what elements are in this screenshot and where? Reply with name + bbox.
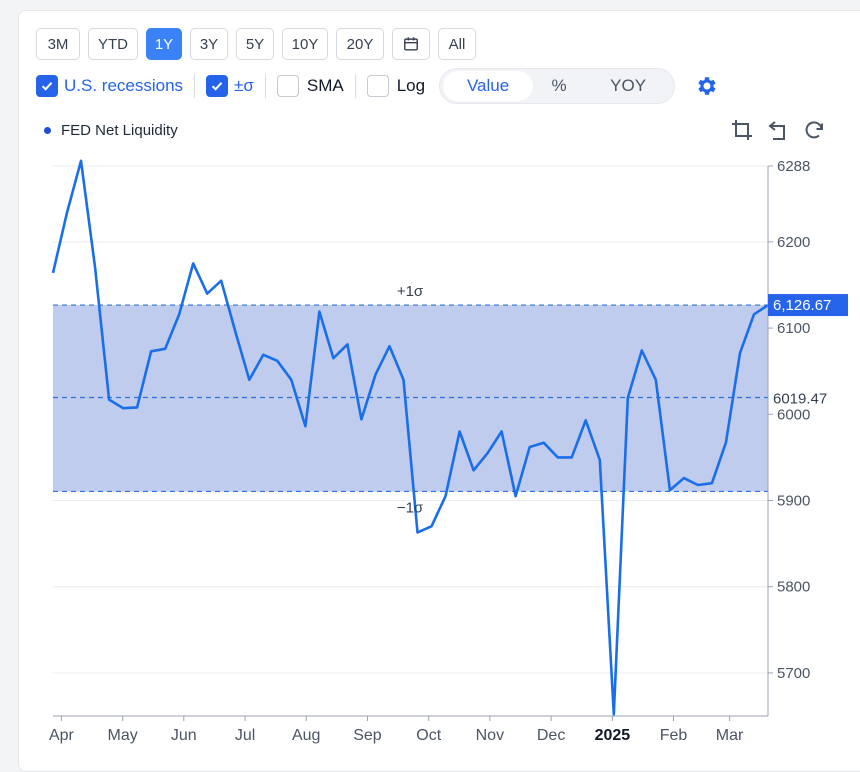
calendar-icon xyxy=(404,37,418,51)
last-value-label: 6,126.67 xyxy=(773,297,831,314)
undo-icon[interactable] xyxy=(766,118,790,142)
y-tick-label: 6288 xyxy=(777,158,810,175)
x-tick-label: Sep xyxy=(353,727,382,744)
mode-switch: Value % YOY xyxy=(439,68,676,104)
range-1y-button[interactable]: 1Y xyxy=(146,28,182,60)
y-tick-label: 6000 xyxy=(777,406,810,423)
divider xyxy=(194,74,196,98)
x-tick-label: Aug xyxy=(292,727,320,744)
last-value-badge xyxy=(768,294,848,317)
y-tick-label: 6200 xyxy=(777,234,810,251)
refresh-icon[interactable] xyxy=(802,118,826,142)
check-icon xyxy=(41,82,53,91)
legend-marker xyxy=(44,127,51,134)
gear-icon xyxy=(698,77,716,95)
x-tick-label: Jun xyxy=(171,727,197,744)
y-tick-label: 5800 xyxy=(777,579,810,596)
x-tick-label: Oct xyxy=(416,727,441,744)
sma-toggle[interactable]: SMA xyxy=(276,75,344,97)
mean-value-label: 6019.47 xyxy=(773,390,827,407)
y-tick-label: 5700 xyxy=(777,665,810,682)
series-path xyxy=(51,159,769,716)
range-3y-button[interactable]: 3Y xyxy=(190,28,228,60)
liquidity-chart[interactable]: 5700 5800 5900 6000 6100 6200 6288 Apr May Jun Jul… xyxy=(0,0,860,748)
chart-legend[interactable]: FED Net Liquidity xyxy=(44,122,178,139)
chart-labels: +1σ −1σ 6019.47 6,126.67 xyxy=(397,283,848,516)
calendar-button[interactable] xyxy=(392,28,430,60)
x-tick-label: Dec xyxy=(537,727,565,744)
divider xyxy=(354,74,356,98)
range-all-button[interactable]: All xyxy=(438,28,476,60)
check-icon xyxy=(211,82,223,91)
recessions-label: U.S. recessions xyxy=(64,76,184,95)
log-checkbox[interactable] xyxy=(366,75,389,97)
x-tick-label: 2025 xyxy=(595,727,631,744)
range-ytd-button[interactable]: YTD xyxy=(88,28,138,60)
range-20y-button[interactable]: 20Y xyxy=(336,28,384,60)
mode-yoy-button[interactable]: YOY xyxy=(610,76,647,95)
sigma-checkbox[interactable] xyxy=(206,75,229,97)
series-line xyxy=(51,159,769,716)
x-tick-label: Feb xyxy=(660,727,688,744)
log-toggle[interactable]: Log xyxy=(366,75,426,97)
mode-percent-button[interactable]: % xyxy=(551,76,567,95)
minus-sigma-label: −1σ xyxy=(397,499,424,516)
x-tick-label: May xyxy=(108,727,138,744)
recessions-toggle[interactable]: U.S. recessions xyxy=(36,75,183,97)
options-row: U.S. recessions ±σ SMA Log Value % YOY xyxy=(36,68,719,104)
sma-checkbox[interactable] xyxy=(276,75,299,97)
crop-icon[interactable] xyxy=(730,118,754,142)
divider xyxy=(264,74,266,98)
axes: 5700 5800 5900 6000 6100 6200 6288 Apr May Jun Jul… xyxy=(49,158,810,744)
range-selector: 3M YTD 1Y 3Y 5Y 10Y 20Y All xyxy=(36,28,476,60)
plus-sigma-label: +1σ xyxy=(397,283,424,300)
y-tick-label: 6100 xyxy=(777,320,810,337)
mode-value-button[interactable]: Value xyxy=(443,71,534,101)
chart-toolbar xyxy=(730,118,826,142)
x-tick-label: Jul xyxy=(235,727,255,744)
legend-label: FED Net Liquidity xyxy=(61,122,178,139)
y-tick-label: 5900 xyxy=(777,492,810,509)
x-tick-label: Apr xyxy=(49,727,75,744)
sigma-label: ±σ xyxy=(234,76,254,95)
range-5y-button[interactable]: 5Y xyxy=(236,28,274,60)
sma-label: SMA xyxy=(306,76,344,95)
x-tick-label: Nov xyxy=(476,727,504,744)
range-3m-button[interactable]: 3M xyxy=(36,28,80,60)
x-tick-label: Mar xyxy=(716,727,744,744)
log-label: Log xyxy=(396,76,426,95)
settings-button[interactable] xyxy=(695,74,719,98)
range-10y-button[interactable]: 10Y xyxy=(282,28,328,60)
sigma-toggle[interactable]: ±σ xyxy=(206,75,254,97)
recessions-checkbox[interactable] xyxy=(36,75,58,97)
